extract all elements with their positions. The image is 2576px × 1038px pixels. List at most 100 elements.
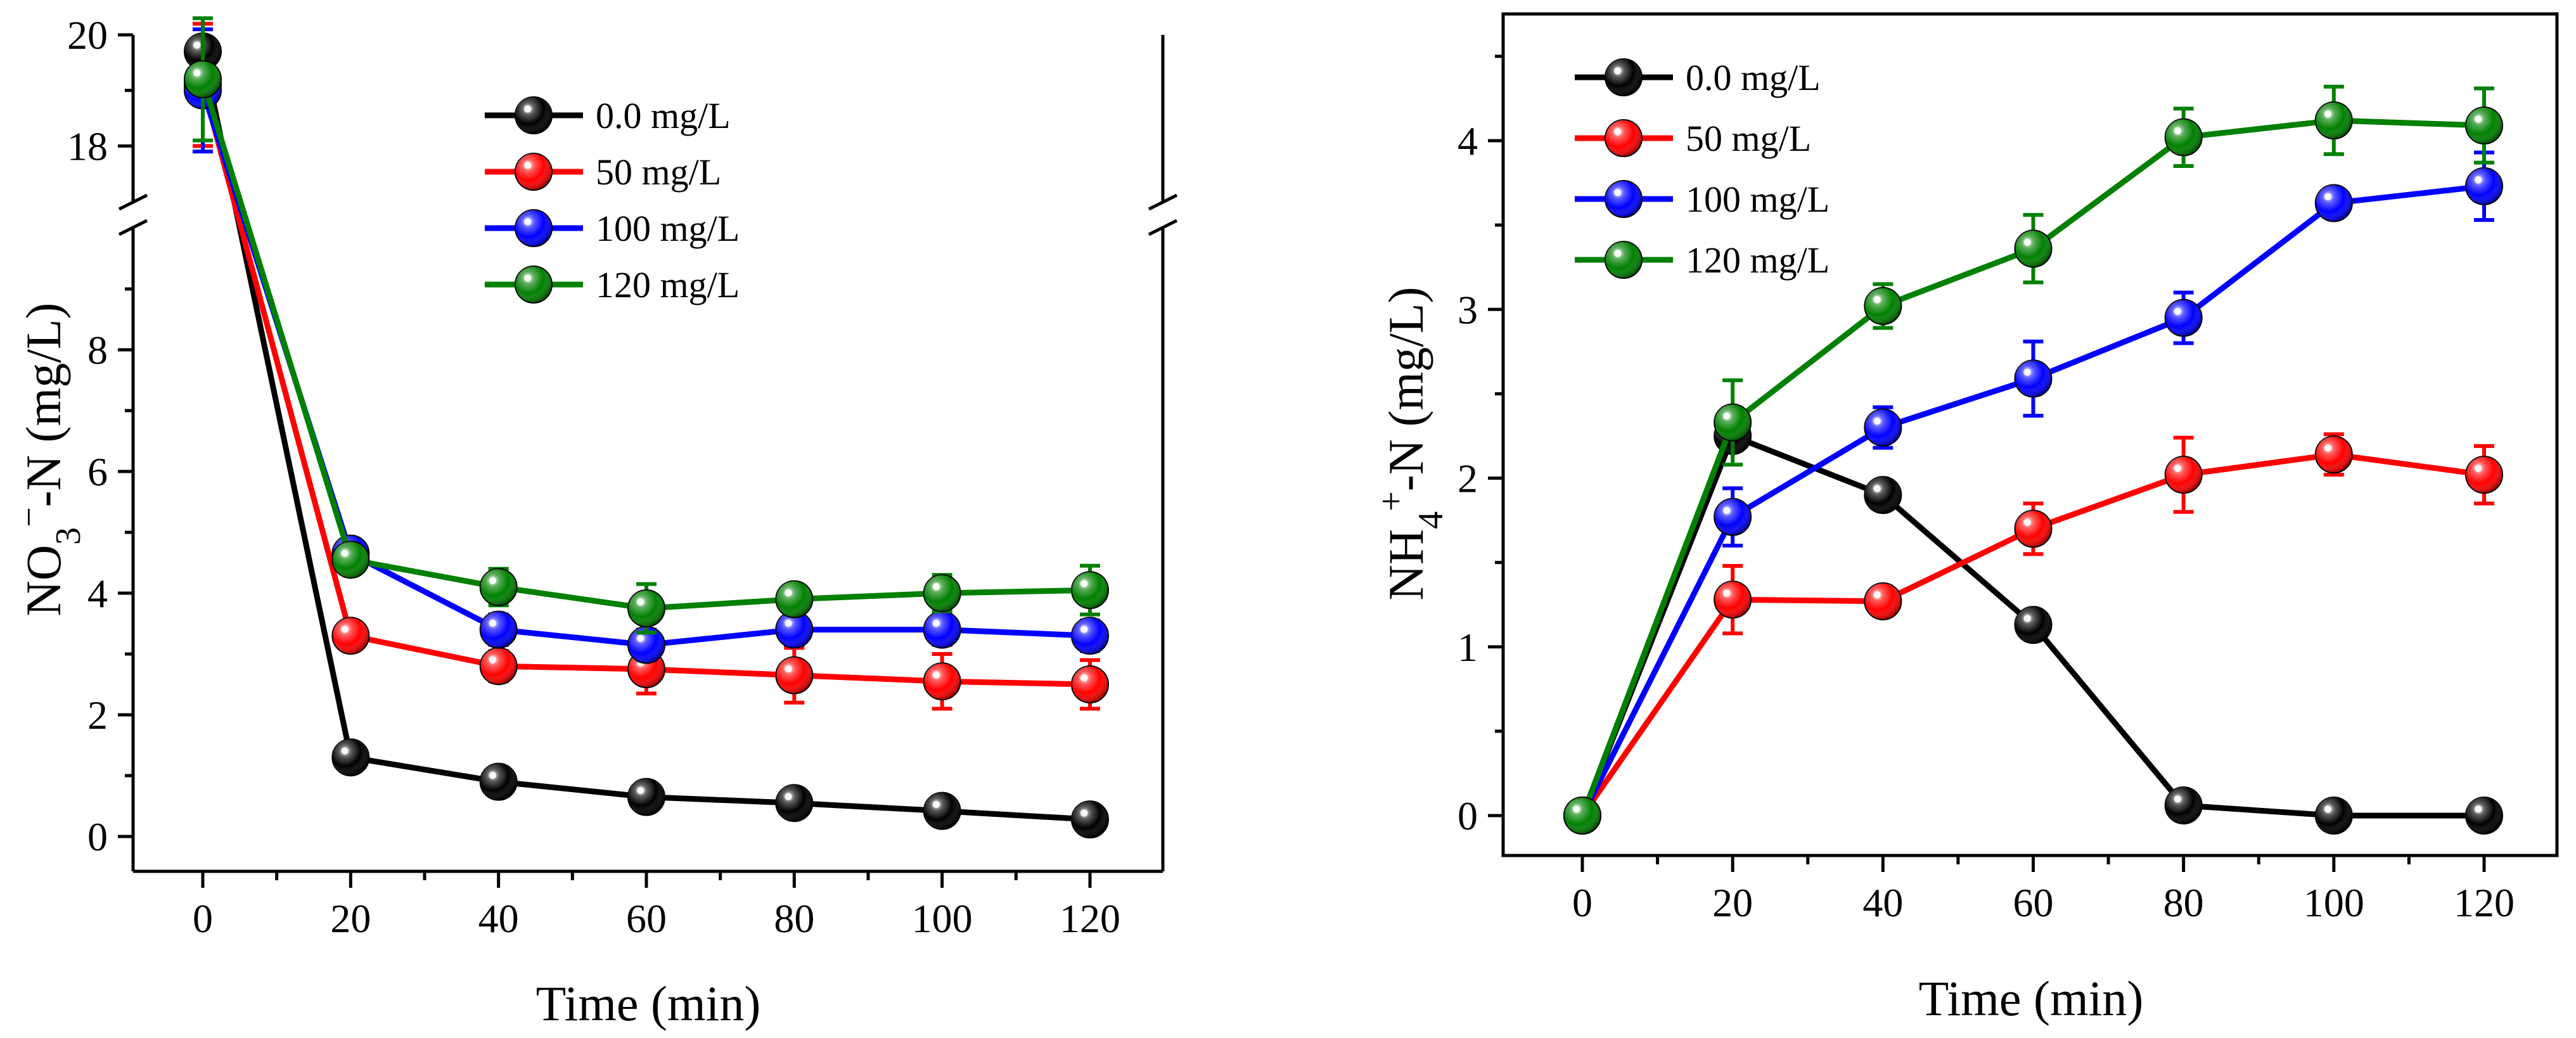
data-point-shine: [776, 657, 813, 694]
data-point-shine: [332, 541, 369, 579]
nitrate-y-axis-title: NO3−-N (mg/L): [10, 302, 88, 616]
legend-marker-shine: [515, 97, 552, 134]
data-point-highlight: [932, 583, 940, 591]
data-point: [2014, 509, 2053, 548]
legend-label: 50 mg/L: [596, 151, 721, 193]
data-point-highlight: [2174, 465, 2182, 472]
ammonium-series-120-mg-l: [1563, 84, 2503, 835]
data-point-highlight: [489, 656, 497, 663]
data-point: [923, 610, 961, 649]
ammonium-x-tick-label: 60: [2013, 880, 2054, 925]
data-point: [331, 738, 370, 777]
data-point: [1071, 665, 1109, 703]
ammonium-x-tick-label: 0: [1572, 880, 1592, 925]
ammonium-y-axis-title: NH4+-N (mg/L): [1372, 286, 1451, 600]
data-point-shine: [2315, 797, 2352, 834]
legend-item-50-mg-l: 50 mg/L: [485, 151, 721, 193]
legend-label: 100 mg/L: [596, 208, 740, 249]
data-point-shine: [628, 778, 665, 816]
data-point-highlight: [1873, 591, 1881, 599]
ammonium-chart-legend: 0.0 mg/L 50 mg/L 100 mg/L 120 mg/L: [1575, 57, 1829, 281]
data-point: [2314, 435, 2353, 474]
legend-item-100-mg-l: 100 mg/L: [1575, 179, 1829, 220]
data-point: [1071, 617, 1109, 655]
nitrate-y-tick-label: 8: [87, 328, 108, 373]
nitrate-x-tick-label: 20: [330, 896, 371, 941]
data-point-shine: [628, 626, 665, 663]
data-point: [2314, 184, 2353, 222]
data-point: [2465, 797, 2503, 835]
ammonium-plot-frame: [1501, 12, 2559, 857]
nitrate-x-tick-label: 40: [478, 896, 519, 941]
data-point-highlight: [2023, 368, 2032, 376]
legend-marker: [1605, 180, 1643, 218]
data-point: [1071, 571, 1109, 610]
data-point-highlight: [1723, 589, 1731, 597]
data-point: [479, 610, 518, 649]
legend-marker-shine: [1605, 120, 1642, 157]
data-point-highlight: [785, 619, 792, 627]
data-point-highlight: [2324, 805, 2332, 813]
data-point-highlight: [2174, 127, 2182, 135]
data-point-highlight: [2174, 307, 2182, 316]
data-point-shine: [2466, 107, 2502, 144]
legend-label: 50 mg/L: [1686, 118, 1811, 159]
legend-label: 0.0 mg/L: [596, 95, 731, 136]
data-point-shine: [2015, 606, 2052, 644]
data-point-highlight: [1080, 625, 1088, 633]
data-point-highlight: [489, 619, 497, 627]
ammonium-y-tick-label: 2: [1458, 456, 1478, 501]
ammonium-chart-ticks: 0 20 40 60 80 100 120 0 1 2 3 4: [1458, 54, 2515, 925]
nitrate-chart-series: [184, 16, 1109, 839]
legend-label: 100 mg/L: [1686, 179, 1829, 220]
data-point-highlight: [1080, 580, 1088, 587]
legend-marker: [515, 153, 553, 191]
data-point-highlight: [489, 577, 497, 585]
data-point: [775, 656, 814, 695]
data-point-shine: [1864, 409, 1902, 446]
data-point-shine: [2466, 456, 2502, 494]
ammonium-x-tick-label: 20: [1712, 880, 1753, 925]
data-point-shine: [2165, 299, 2202, 336]
data-point: [923, 574, 961, 612]
ammonium-x-tick-label: 100: [2304, 880, 2364, 925]
data-point: [627, 589, 665, 627]
data-point: [2164, 118, 2203, 157]
data-point: [2314, 797, 2353, 835]
nitrate-y-tick-label-upper: 20: [67, 13, 108, 58]
data-point-highlight: [2324, 193, 2332, 201]
ammonium-y-tick-label: 4: [1458, 119, 1478, 163]
data-point-shine: [1714, 581, 1752, 618]
data-point-shine: [1072, 572, 1108, 609]
ammonium-y-tick-label: 0: [1458, 793, 1478, 838]
ammonium-y-tick-label: 3: [1458, 287, 1478, 332]
data-point-shine: [1864, 582, 1902, 620]
data-point-highlight: [341, 549, 349, 557]
nitrate-x-axis-title: Time (min): [536, 976, 761, 1031]
ammonium-chart-axes: [1501, 12, 2559, 857]
data-point: [1864, 286, 1902, 325]
data-point-shine: [332, 739, 369, 776]
data-point: [2314, 101, 2353, 140]
nitrate-axis-break-left-upper: [118, 193, 148, 211]
ammonium-series-0-0-mg-l: [1563, 416, 2503, 835]
nitrate-y-tick-label-upper: 18: [67, 124, 108, 169]
ammonium-chart: 0 20 40 60 80 100 120 0 1 2 3 4 0.0 mg/L 50 mg/L 100 …: [1372, 12, 2559, 1026]
data-point-highlight: [2474, 115, 2482, 123]
data-point: [2164, 298, 2203, 337]
legend-item-100-mg-l: 100 mg/L: [485, 208, 740, 249]
data-point-shine: [2315, 436, 2352, 473]
data-point: [923, 662, 961, 701]
legend-marker-highlight: [523, 218, 532, 226]
data-point: [2465, 106, 2503, 145]
legend-marker-shine: [1605, 181, 1642, 217]
data-point: [2164, 456, 2203, 494]
data-point-shine: [332, 617, 369, 655]
ammonium-chart-series: [1563, 84, 2503, 835]
data-point-shine: [2165, 456, 2202, 494]
data-point: [479, 568, 518, 606]
data-point: [1071, 800, 1109, 839]
data-point-shine: [776, 580, 813, 618]
data-point: [1714, 497, 1752, 536]
